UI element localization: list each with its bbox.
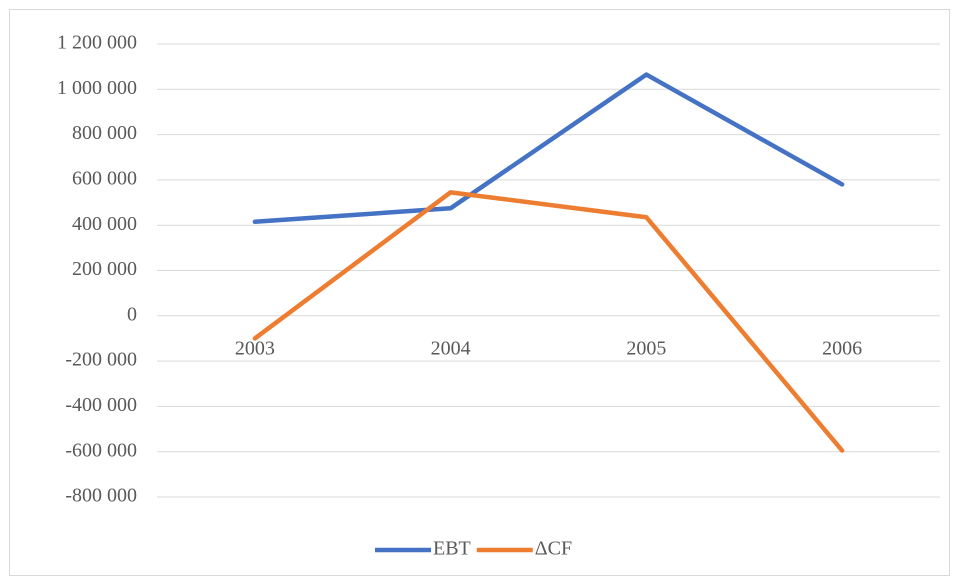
y-tick-label: 800 000 <box>72 122 137 144</box>
y-tick-label: 1 000 000 <box>57 77 137 99</box>
y-tick-label: 0 <box>127 303 137 325</box>
y-tick-label: -600 000 <box>65 439 137 461</box>
y-tick-label: -400 000 <box>65 394 137 416</box>
x-tick-label: 2004 <box>431 337 471 359</box>
series-line <box>252 190 845 453</box>
series-line <box>252 72 845 225</box>
x-tick-label: 2005 <box>626 337 666 359</box>
legend-label: ΔCF <box>535 538 572 560</box>
y-tick-label: -800 000 <box>65 485 137 507</box>
y-tick-label: -200 000 <box>65 349 137 371</box>
x-tick-label: 2006 <box>822 337 862 359</box>
y-tick-label: 1 200 000 <box>57 32 137 54</box>
y-tick-label: 400 000 <box>72 213 137 235</box>
y-tick-label: 600 000 <box>72 167 137 189</box>
legend-label: EBT <box>433 538 471 560</box>
x-tick-label: 2003 <box>235 337 275 359</box>
y-tick-label: 200 000 <box>72 258 137 280</box>
chart-border <box>9 9 950 576</box>
